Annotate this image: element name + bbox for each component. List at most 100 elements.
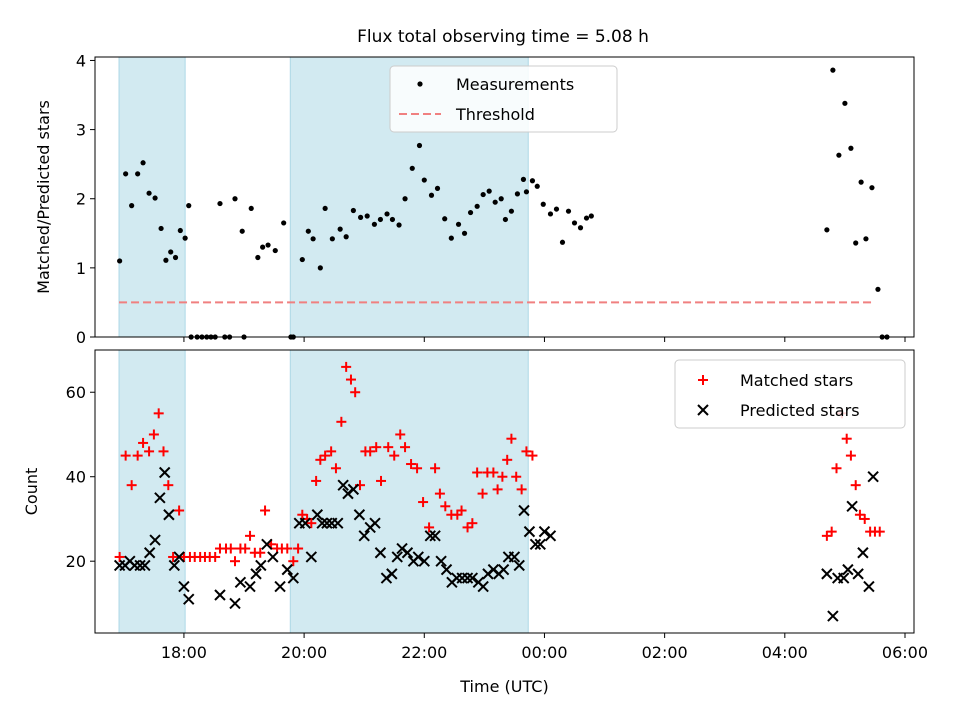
matched-star-point [255,547,266,558]
measurement-point [588,213,594,219]
top-panel: 0 1 2 3 4 Matched/Predicted stars Measurements… [34,51,915,347]
matched-star-point [511,471,522,482]
matched-star-point [440,501,451,512]
predicted-star-point [477,580,489,593]
matched-star-point [859,513,870,524]
measurement-point [434,185,441,191]
axes-frame [94,56,915,338]
measurement-point [396,222,402,228]
matched-star-point [144,446,155,457]
measurement-point [158,225,164,232]
matched-star-point [434,488,445,499]
y-tick-label: 4 [76,51,86,70]
matched-star-point [158,446,169,457]
predicted-star-point [827,610,839,622]
measurement-point [869,185,875,191]
measurement-point [299,256,305,263]
measurement-point [123,171,129,177]
legend-matched-label: Matched stars [740,371,853,390]
matched-star-point [174,505,185,516]
measurement-point [329,236,335,242]
matched-star-point [114,551,125,562]
predicted-star-point [842,563,854,576]
measurement-point [265,242,271,248]
measurement-point [409,165,415,171]
legend-matched-marker [698,375,708,385]
measurement-point [565,208,572,214]
predicted-star-point [508,551,521,563]
measurement-point [824,227,830,233]
matched-star-point [456,505,467,516]
matched-star-point [841,433,852,444]
predicted-star-point [523,525,536,538]
measurement-point [317,265,323,271]
measurement-point [163,257,169,263]
measurement-point [508,208,515,214]
legend-box [389,65,618,133]
predicted-star-point [281,563,293,576]
predicted-star-point [863,580,875,593]
predicted-star-point [424,530,436,542]
predicted-star-point [149,534,161,546]
y-axis-label: Count [22,468,41,516]
measurement-point [523,189,530,195]
predicted-star-point [178,580,190,593]
measurement-point [461,230,468,236]
predicted-star-point [250,568,262,580]
matched-star-point [230,556,241,567]
measurement-point [232,196,238,202]
predicted-star-point [461,572,474,584]
predicted-star-point [353,509,366,521]
measurement-point [571,220,578,226]
matched-star-point [521,446,532,457]
predicted-star-point [497,563,510,576]
predicted-star-point [529,538,542,551]
measurement-point [498,196,504,202]
matched-star-point [330,463,341,474]
predicted-star-point [299,517,312,529]
legend: Measurements Threshold [389,65,618,133]
matched-star-point [311,475,322,486]
matched-star-point [418,497,429,508]
y-tick-label: 40 [66,468,86,487]
measurement-point [377,216,384,223]
predicted-star-point [274,580,286,593]
y-tick-label: 3 [76,121,86,140]
matched-star-point [430,463,441,474]
matched-star-point [826,526,837,537]
measurement-point [117,258,123,264]
matched-star-point [406,459,417,470]
matched-star-point [245,530,256,541]
predicted-star-point [857,547,869,559]
y-tick-label: 20 [66,552,86,571]
matched-star-point [389,450,400,461]
matched-star-point [293,543,304,554]
predicted-star-point [214,589,226,601]
predicted-star-point [173,551,185,563]
matched-star-point [132,450,143,461]
matched-star-point [400,442,411,453]
matched-star-point [467,518,478,529]
measurement-point [863,236,869,242]
observing-band [289,349,529,634]
measurement-point [182,235,188,241]
measurement-point [583,215,590,221]
x-tick-label: 18:00 [161,643,207,662]
measurement-point [514,191,521,197]
measurement-point [467,209,474,216]
matched-star-point [502,454,513,465]
matched-star-point [341,361,352,372]
measurement-point [416,142,423,149]
measurement-point [350,207,356,214]
predicted-star-point [332,517,344,529]
measurement-point [455,221,462,227]
measurement-point [553,206,560,212]
legend-box [674,359,906,429]
measurement-point [152,195,158,201]
matched-star-point [138,437,149,448]
y-tick-label: 60 [66,383,86,402]
matched-star-point [163,480,174,491]
x-tick-label: 06:00 [882,643,928,662]
matched-star-point [365,446,376,457]
measurement-point [875,286,881,292]
